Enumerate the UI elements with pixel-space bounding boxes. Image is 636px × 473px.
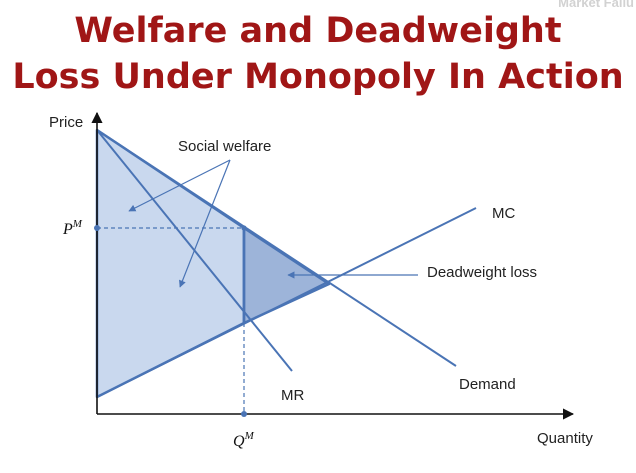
price-marker-dot <box>94 225 100 231</box>
page-title: Welfare and Deadweight Loss Under Monopo… <box>0 8 636 100</box>
quantity-marker-base: Q <box>233 433 245 450</box>
mr-label: MR <box>281 387 304 404</box>
social-welfare-arrow-2 <box>179 159 231 288</box>
mc-curve <box>96 207 477 398</box>
quantity-marker-dot <box>241 411 247 417</box>
price-marker-label: PM <box>62 218 83 238</box>
quantity-marker-sup: M <box>244 430 255 442</box>
title-line-1: Welfare and Deadweight <box>74 11 562 51</box>
quantity-marker-label: QM <box>233 430 255 450</box>
social-welfare-label: Social welfare <box>178 138 271 155</box>
title-line-2: Loss Under Monopoly In Action <box>12 57 624 97</box>
demand-curve <box>96 129 457 367</box>
corner-tag: Market Failu <box>558 0 634 10</box>
deadweight-loss-label: Deadweight loss <box>427 264 537 281</box>
social-welfare-arrow-1 <box>128 159 231 212</box>
demand-label: Demand <box>459 376 516 393</box>
social-welfare-region <box>95 128 246 399</box>
price-marker-sup: M <box>72 218 83 230</box>
demand-point-dot <box>241 225 247 231</box>
axis-y-label: Price <box>49 114 83 131</box>
axis-x-label: Quantity <box>537 430 593 447</box>
mc-label: MC <box>492 205 515 222</box>
price-marker-base: P <box>62 221 73 238</box>
